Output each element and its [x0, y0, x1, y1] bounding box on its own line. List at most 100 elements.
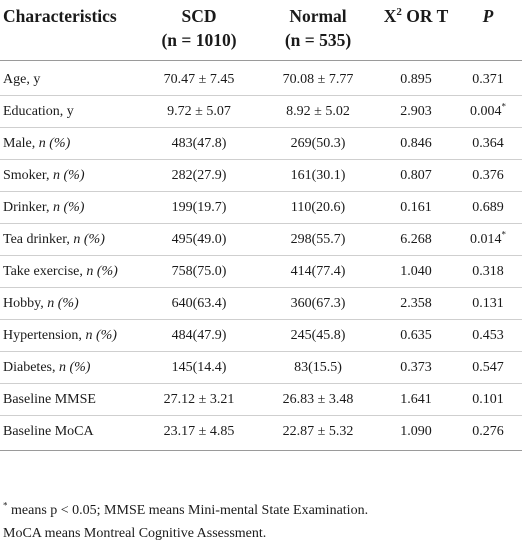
cell-normal: 110(20.6) — [258, 191, 378, 224]
p-value-text: 0.131 — [472, 296, 504, 311]
header-scd-n: (n = 1010) — [161, 30, 237, 50]
cell-normal: 8.92 ± 5.02 — [258, 95, 378, 128]
p-value-text: 0.101 — [472, 392, 504, 407]
cell-p-value: 0.131 — [454, 287, 522, 320]
cell-statistic: 1.040 — [378, 255, 454, 288]
row-label-text: Age, y — [3, 72, 41, 87]
cell-p-value: 0.364 — [454, 127, 522, 160]
p-value-text: 0.014 — [470, 232, 502, 247]
cell-p-value: 0.453 — [454, 319, 522, 352]
cell-scd: 27.12 ± 3.21 — [140, 383, 258, 416]
table-row: Baseline MMSE 27.12 ± 3.21 26.83 ± 3.48 1.6… — [0, 383, 522, 416]
cell-scd: 9.72 ± 5.07 — [140, 95, 258, 128]
cell-normal: 22.87 ± 5.32 — [258, 415, 378, 451]
row-label-text: Hobby, — [3, 296, 48, 311]
header-p-value: P — [454, 0, 522, 61]
cell-normal: 414(77.4) — [258, 255, 378, 288]
significance-mark: * — [501, 229, 507, 240]
row-label-text: Drinker, — [3, 200, 53, 215]
row-label: Hypertension, n (%) — [0, 319, 140, 352]
table-row: Age, y 70.47 ± 7.45 70.08 ± 7.77 0.895 0.371 — [0, 60, 522, 96]
header-normal: Normal (n = 535) — [258, 0, 378, 61]
header-statistic: X2 OR T — [378, 0, 454, 61]
cell-normal: 360(67.3) — [258, 287, 378, 320]
table-row: Hypertension, n (%) 484(47.9) 245(45.8) 0.6… — [0, 319, 522, 352]
cell-p-value: 0.376 — [454, 159, 522, 192]
cell-statistic: 6.268 — [378, 223, 454, 256]
cell-p-value: 0.276 — [454, 415, 522, 451]
footnote-text-1: means p < 0.05; MMSE means Mini-mental S… — [7, 503, 369, 518]
row-label-text: Diabetes, — [3, 360, 59, 375]
table-row: Smoker, n (%) 282(27.9) 161(30.1) 0.807 0.37… — [0, 159, 522, 192]
cell-statistic: 2.903 — [378, 95, 454, 128]
header-row: Characteristics SCD (n = 1010) Normal (n… — [0, 0, 522, 61]
row-label: Male, n (%) — [0, 127, 140, 160]
p-value-text: 0.453 — [472, 328, 504, 343]
cell-statistic: 0.895 — [378, 60, 454, 96]
row-label: Tea drinker, n (%) — [0, 223, 140, 256]
header-scd: SCD (n = 1010) — [140, 0, 258, 61]
header-characteristics: Characteristics — [0, 0, 140, 61]
cell-normal: 161(30.1) — [258, 159, 378, 192]
cell-statistic: 0.807 — [378, 159, 454, 192]
header-stat-base: X — [383, 6, 397, 26]
footnote: * means p < 0.05; MMSE means Mini-mental… — [3, 499, 518, 545]
row-label-text: Hypertension, — [3, 328, 86, 343]
cell-p-value: 0.014* — [454, 223, 522, 256]
p-value-text: 0.371 — [472, 72, 504, 87]
table-row: Male, n (%) 483(47.8) 269(50.3) 0.846 0.364 — [0, 127, 522, 160]
p-value-text: 0.364 — [472, 136, 504, 151]
row-label: Education, y — [0, 95, 140, 128]
header-normal-label: Normal — [289, 6, 347, 26]
cell-scd: 23.17 ± 4.85 — [140, 415, 258, 451]
cell-p-value: 0.689 — [454, 191, 522, 224]
cell-normal: 245(45.8) — [258, 319, 378, 352]
row-label: Hobby, n (%) — [0, 287, 140, 320]
row-label: Take exercise, n (%) — [0, 255, 140, 288]
p-value-text: 0.276 — [472, 424, 504, 439]
table-row: Baseline MoCA 23.17 ± 4.85 22.87 ± 5.32 1.0… — [0, 415, 522, 451]
row-label: Age, y — [0, 60, 140, 96]
cell-p-value: 0.318 — [454, 255, 522, 288]
p-value-text: 0.004 — [470, 104, 502, 119]
footnote-star: * — [3, 500, 8, 511]
row-label-text: Male, — [3, 136, 39, 151]
cell-normal: 70.08 ± 7.77 — [258, 60, 378, 96]
cell-normal: 269(50.3) — [258, 127, 378, 160]
table-row: Diabetes, n (%) 145(14.4) 83(15.5) 0.373 0.5… — [0, 351, 522, 384]
row-label-unit: n (%) — [47, 296, 79, 311]
row-label-text: Baseline MMSE — [3, 392, 96, 407]
row-label-text: Smoker, — [3, 168, 53, 183]
significance-mark: * — [501, 101, 507, 112]
table-row: Hobby, n (%) 640(63.4) 360(67.3) 2.358 0.131 — [0, 287, 522, 320]
table-row: Education, y 9.72 ± 5.07 8.92 ± 5.02 2.903 0… — [0, 95, 522, 128]
p-value-text: 0.318 — [472, 264, 504, 279]
p-value-text: 0.547 — [472, 360, 504, 375]
cell-statistic: 0.161 — [378, 191, 454, 224]
cell-statistic: 0.635 — [378, 319, 454, 352]
row-label-text: Take exercise, — [3, 264, 87, 279]
cell-statistic: 1.641 — [378, 383, 454, 416]
footnote-line-1: * means p < 0.05; MMSE means Mini-mental… — [3, 499, 518, 522]
row-label-unit: n (%) — [53, 168, 85, 183]
cell-scd: 70.47 ± 7.45 — [140, 60, 258, 96]
row-label-unit: n (%) — [52, 200, 85, 215]
characteristics-table: Characteristics SCD (n = 1010) Normal (n… — [0, 0, 522, 451]
cell-statistic: 0.373 — [378, 351, 454, 384]
cell-scd: 640(63.4) — [140, 287, 258, 320]
table-body: Age, y 70.47 ± 7.45 70.08 ± 7.77 0.895 0.371… — [0, 60, 522, 451]
row-label-unit: n (%) — [38, 136, 71, 151]
row-label-unit: n (%) — [58, 360, 91, 375]
row-label-text: Education, y — [3, 104, 74, 119]
cell-scd: 758(75.0) — [140, 255, 258, 288]
row-label-unit: n (%) — [85, 328, 117, 343]
row-label-unit: n (%) — [73, 232, 105, 247]
header-stat-rest: OR T — [401, 6, 449, 26]
header-normal-n: (n = 535) — [284, 30, 352, 50]
cell-p-value: 0.004* — [454, 95, 522, 128]
p-value-text: 0.376 — [472, 168, 504, 183]
row-label-text: Tea drinker, — [3, 232, 74, 247]
header-stat-sup: 2 — [396, 6, 402, 19]
row-label: Smoker, n (%) — [0, 159, 140, 192]
row-label: Diabetes, n (%) — [0, 351, 140, 384]
